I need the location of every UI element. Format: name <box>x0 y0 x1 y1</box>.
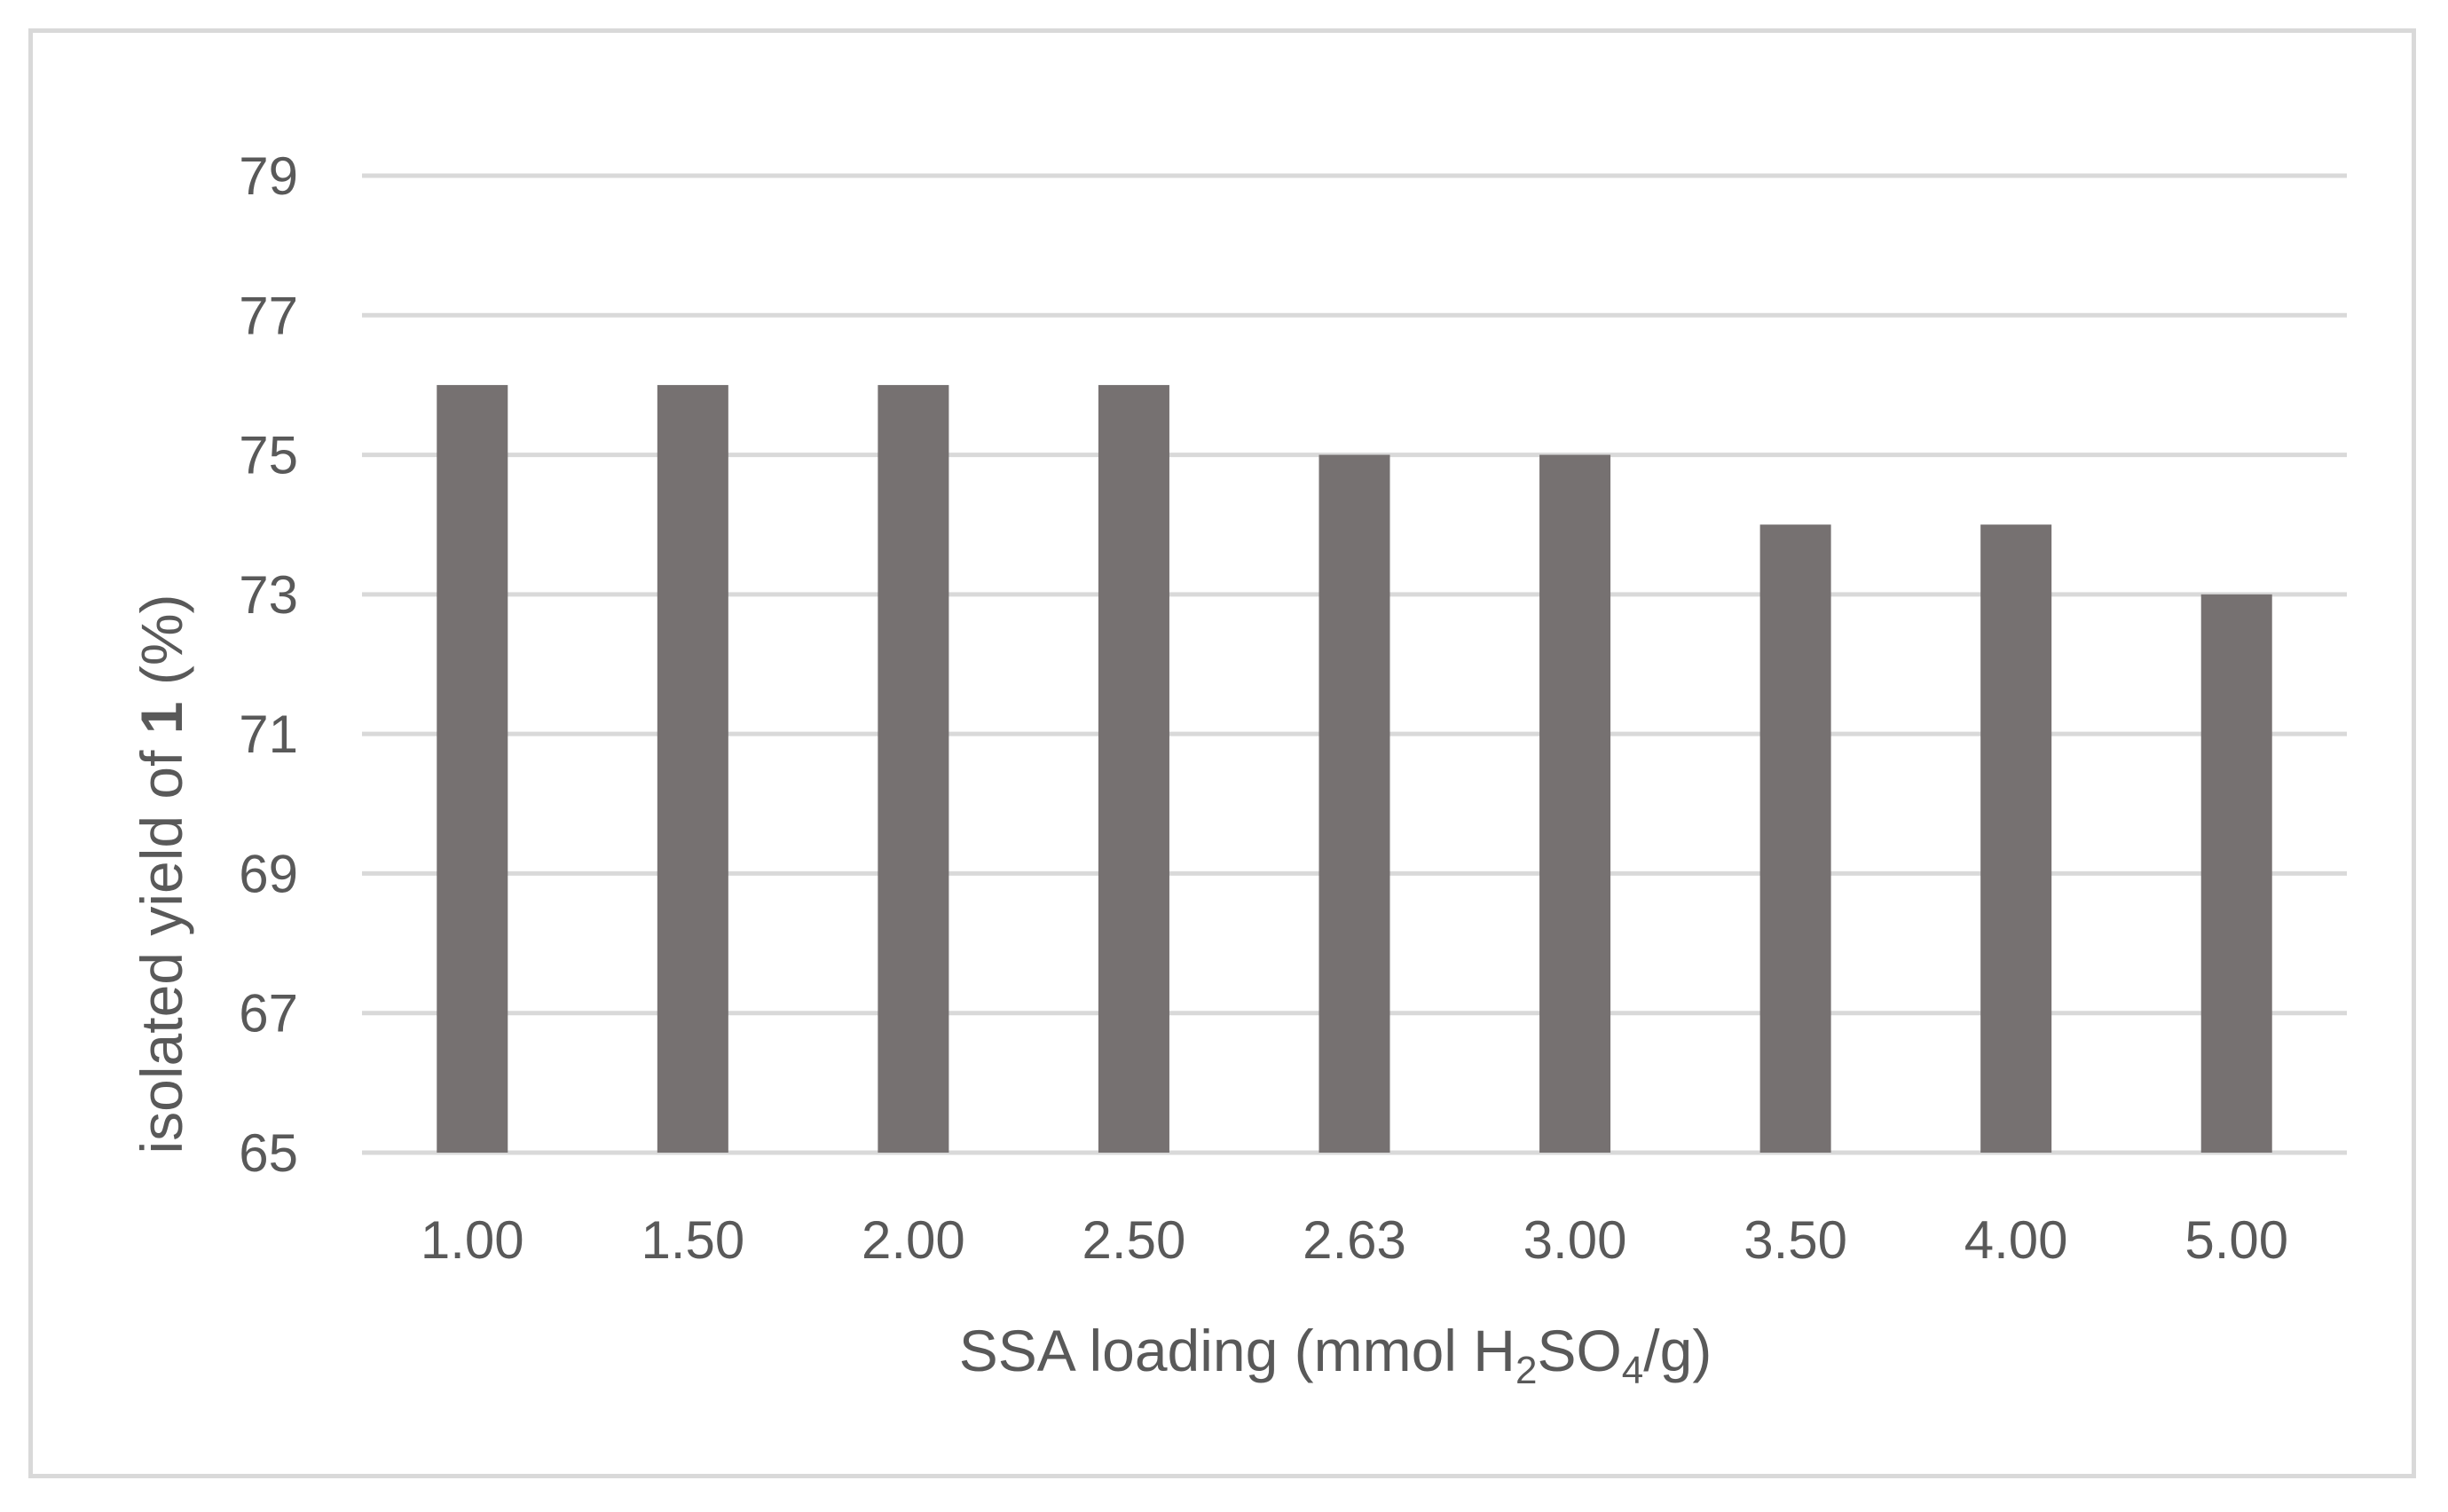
y-tick-label: 79 <box>239 146 298 206</box>
y-tick-label: 75 <box>239 426 298 485</box>
y-tick-labels: 65 67 69 71 73 75 77 79 <box>239 146 298 1183</box>
x-tick-label: 1.00 <box>421 1210 524 1270</box>
bar-4.00 <box>1980 524 2052 1153</box>
bar-1.00 <box>437 384 508 1153</box>
y-tick-label: 73 <box>239 565 298 625</box>
x-tick-label: 1.50 <box>641 1210 744 1270</box>
x-axis-title: SSA loading (mmol H2SO4/g) <box>959 1318 1712 1392</box>
y-axis-title: isolated yield of 1 (%) <box>129 595 194 1154</box>
bar-2.00 <box>878 384 949 1153</box>
y-tick-label: 77 <box>239 286 298 345</box>
bar-2.50 <box>1098 384 1169 1153</box>
bar-3.00 <box>1539 454 1611 1153</box>
bar-2.63 <box>1318 454 1390 1153</box>
bar-1.50 <box>657 384 728 1153</box>
bar-5.00 <box>2200 594 2272 1153</box>
y-tick-label: 65 <box>239 1123 298 1183</box>
x-tick-label: 2.63 <box>1303 1210 1406 1270</box>
x-tick-label: 2.00 <box>862 1210 965 1270</box>
x-tick-label: 5.00 <box>2184 1210 2288 1270</box>
x-tick-label: 2.50 <box>1082 1210 1186 1270</box>
bars <box>437 384 2272 1153</box>
x-tick-label: 3.50 <box>1744 1210 1847 1270</box>
y-tick-label: 67 <box>239 984 298 1043</box>
x-tick-label: 4.00 <box>1964 1210 2068 1270</box>
bar-3.50 <box>1759 524 1831 1153</box>
x-tick-label: 3.00 <box>1523 1210 1627 1270</box>
y-tick-label: 71 <box>239 705 298 764</box>
y-tick-label: 69 <box>239 844 298 903</box>
x-tick-labels: 1.00 1.50 2.00 2.50 2.63 3.00 3.50 4.00 5.00 <box>421 1210 2288 1270</box>
